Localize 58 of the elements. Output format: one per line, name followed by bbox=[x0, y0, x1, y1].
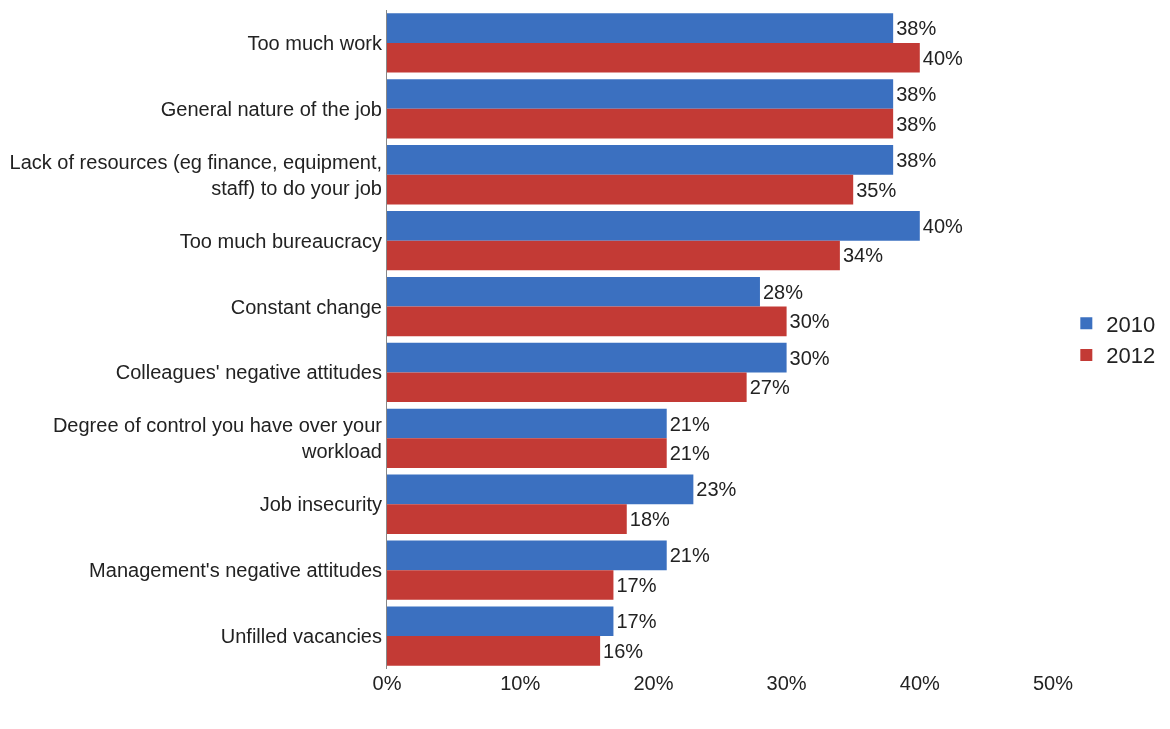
data-label: 40% bbox=[922, 214, 964, 237]
data-label: 30% bbox=[789, 346, 830, 369]
bar bbox=[387, 342, 787, 373]
data-label: 35% bbox=[856, 178, 897, 201]
bar bbox=[387, 570, 614, 600]
bar bbox=[387, 276, 760, 307]
bar bbox=[387, 372, 747, 403]
data-label: 17% bbox=[616, 610, 657, 633]
bar bbox=[387, 504, 627, 534]
bar bbox=[387, 13, 894, 43]
y-tick-label: Lack of resources (eg finance, equipment, staff) to do your job bbox=[9, 150, 382, 199]
data-label: 34% bbox=[842, 244, 884, 267]
bar bbox=[387, 211, 920, 241]
x-tick-label: 0% bbox=[372, 672, 402, 694]
data-label: 21% bbox=[669, 544, 710, 567]
data-label: 40% bbox=[922, 46, 964, 69]
legend-label: 2012 bbox=[1106, 343, 1156, 369]
x-tick-label: 30% bbox=[766, 672, 807, 694]
data-label: 30% bbox=[789, 310, 830, 333]
bar bbox=[387, 636, 601, 666]
x-tick-label: 10% bbox=[500, 672, 541, 694]
x-tick-label: 40% bbox=[899, 672, 941, 694]
bar bbox=[387, 79, 894, 109]
y-tick-label: Management's negative attitudes bbox=[89, 559, 382, 582]
data-label: 38% bbox=[896, 112, 937, 135]
data-label: 21% bbox=[669, 412, 710, 435]
data-label: 23% bbox=[696, 478, 737, 501]
data-label: 38% bbox=[896, 17, 937, 40]
bar bbox=[387, 42, 920, 73]
legend-label: 2010 bbox=[1106, 311, 1156, 337]
y-tick-label: Unfilled vacancies bbox=[220, 625, 382, 648]
data-label: 17% bbox=[616, 573, 657, 596]
bar bbox=[387, 408, 667, 439]
data-label: 38% bbox=[896, 148, 937, 171]
bar bbox=[387, 174, 854, 205]
y-tick-label: Too much bureaucracy bbox=[179, 229, 382, 252]
y-tick-label: Job insecurity bbox=[259, 493, 382, 516]
y-tick-label: Degree of control you have over your workload bbox=[52, 414, 383, 463]
bar bbox=[387, 540, 667, 571]
data-label: 21% bbox=[669, 442, 710, 465]
bar bbox=[387, 145, 894, 175]
bar bbox=[387, 606, 614, 637]
x-tick-label: 50% bbox=[1032, 672, 1074, 694]
bar bbox=[387, 438, 667, 469]
y-tick-label: Constant change bbox=[230, 295, 382, 318]
data-label: 38% bbox=[896, 83, 937, 106]
y-tick-label: Too much work bbox=[247, 31, 383, 54]
bar bbox=[387, 108, 894, 139]
data-label: 28% bbox=[762, 280, 804, 303]
bar bbox=[387, 306, 787, 337]
bar bbox=[387, 474, 694, 505]
y-tick-label: Colleagues' negative attitudes bbox=[115, 361, 382, 384]
data-label: 18% bbox=[629, 508, 671, 531]
bar bbox=[387, 240, 840, 271]
data-label: 16% bbox=[603, 639, 644, 662]
data-label: 27% bbox=[749, 376, 790, 399]
x-tick-label: 20% bbox=[633, 672, 674, 694]
y-tick-label: General nature of the job bbox=[160, 97, 382, 120]
